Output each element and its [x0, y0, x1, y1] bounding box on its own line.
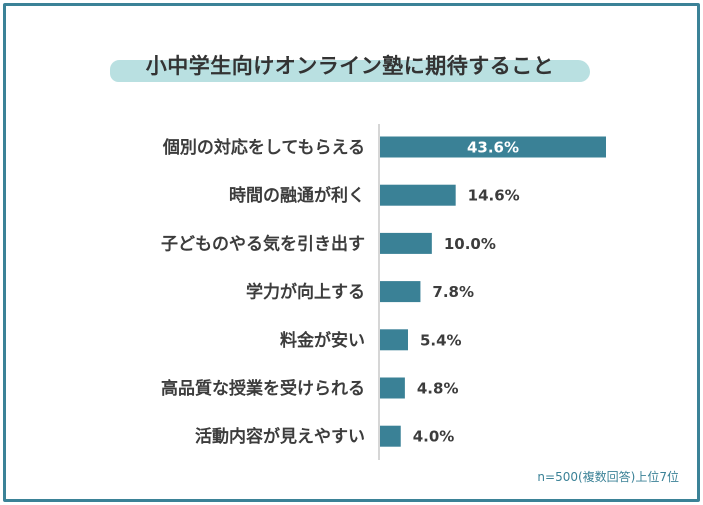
bar [380, 232, 432, 254]
bar [380, 184, 456, 206]
bar [380, 281, 421, 303]
category-label: 時間の融通が利く [229, 185, 365, 206]
bar [380, 425, 401, 447]
category-label: 料金が安い [280, 330, 365, 351]
title-highlight [110, 60, 590, 82]
value-label: 4.0% [413, 428, 455, 446]
bar [380, 136, 606, 158]
value-label: 43.6% [467, 139, 519, 157]
category-label: 子どものやる気を引き出す [161, 233, 365, 254]
chart-title: 小中学生向けオンライン塾に期待すること [145, 54, 555, 78]
value-label: 10.0% [444, 235, 496, 253]
sample-note: n=500(複数回答)上位7位 [537, 470, 679, 484]
chart-frame [3, 3, 700, 502]
category-label: 学力が向上する [246, 282, 365, 303]
title-area: 小中学生向けオンライン塾に期待すること [110, 48, 590, 84]
category-label: 個別の対応をしてもらえる [162, 137, 365, 158]
bar [380, 377, 405, 399]
value-label: 5.4% [420, 331, 462, 349]
category-label: 活動内容が見えやすい [195, 426, 365, 447]
value-label: 14.6% [468, 187, 520, 205]
bar [380, 329, 408, 351]
category-label: 高品質な授業を受けられる [161, 378, 365, 399]
value-label: 4.8% [417, 380, 459, 398]
value-label: 7.8% [432, 283, 474, 301]
